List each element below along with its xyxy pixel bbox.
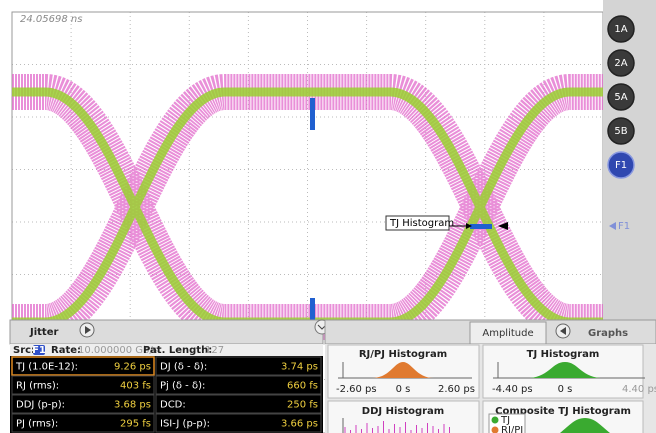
- measure-value: 3.74 ps: [281, 362, 318, 373]
- measure-value: 403 fs: [120, 381, 151, 392]
- cell: [155, 356, 322, 376]
- axis-label: 0 s: [396, 384, 411, 395]
- prev-icon: [560, 327, 566, 335]
- measure-label: DDJ (p-p):: [16, 400, 65, 411]
- channel-button[interactable]: [607, 15, 635, 43]
- cell: [155, 375, 322, 395]
- composite-shape: [560, 418, 610, 433]
- marker-label: F1: [618, 221, 630, 232]
- plot-title: Composite TJ Histogram: [495, 406, 631, 417]
- ddj-box[interactable]: [327, 400, 480, 433]
- axis-label: 2.60 ps: [438, 384, 475, 395]
- graphs-tab[interactable]: Graphs: [588, 328, 628, 339]
- cell: [11, 356, 155, 376]
- channel-label: 5B: [614, 126, 627, 137]
- src-label: Src:: [13, 345, 35, 356]
- tj-shape: [530, 362, 600, 378]
- plot-title: TJ Histogram: [527, 349, 600, 360]
- channel-button[interactable]: [607, 117, 635, 145]
- legend-dot: [491, 426, 499, 433]
- pattern: 127: [205, 345, 224, 356]
- arrow-head: [466, 223, 472, 229]
- measure-label: RJ (rms):: [16, 381, 59, 392]
- legend-label: TJ: [500, 415, 510, 426]
- marker-arrow: [609, 222, 616, 230]
- eye-diagram: [12, 74, 603, 340]
- measure-value: 3.66 ps: [281, 419, 318, 430]
- amplitude-tab[interactable]: Amplitude: [482, 328, 533, 339]
- plot-title: RJ/PJ Histogram: [359, 349, 447, 360]
- channel-label: 1A: [614, 24, 627, 35]
- src: F1: [32, 345, 46, 356]
- measure-value: 9.26 ps: [114, 362, 151, 373]
- measure-label: TJ (1.0E-12):: [15, 362, 78, 373]
- rate: 10.000000 Gb/s: [78, 345, 158, 356]
- measure-label: Pj (δ - δ):: [160, 381, 205, 392]
- channel-label: F1: [615, 160, 627, 171]
- timestamp: 24.05698 ns: [20, 14, 82, 25]
- axis-label: -2.60 ps: [336, 384, 377, 395]
- measure-label: PJ (rms):: [16, 419, 58, 430]
- src-badge: [33, 345, 45, 355]
- rate-label: Rate:: [51, 345, 81, 356]
- measure-label: ISI-J (p-p):: [160, 419, 210, 430]
- cell: [155, 413, 322, 433]
- channel-buttons: 1A 2A 5A 5B F1: [607, 15, 635, 179]
- ddj-shape: [342, 418, 450, 433]
- jitter-tab[interactable]: Jitter: [29, 327, 58, 338]
- src-bar: [10, 344, 323, 356]
- legend-label: RJ/PJ: [501, 425, 523, 433]
- axis-label: -4.40 ps: [492, 384, 533, 395]
- axis-label: 0 s: [558, 384, 573, 395]
- cell: [11, 375, 155, 395]
- channel-label: 5A: [614, 92, 627, 103]
- rjpj-shape: [372, 362, 434, 378]
- measure-label: DCD:: [160, 400, 186, 411]
- axis-label: 4.40 ps: [622, 384, 656, 395]
- cell: [11, 413, 155, 433]
- measure-value: 3.68 ps: [114, 400, 151, 411]
- legend-dot: [491, 416, 499, 424]
- cell: [11, 394, 155, 414]
- annotation-box: [385, 215, 450, 231]
- channel-label: 2A: [614, 58, 627, 69]
- measure-rows: TJ (1.0E-12): 9.26 ps DJ (δ - δ): 3.74 ps RJ…: [11, 356, 322, 433]
- annotation: TJ Histogram: [389, 218, 454, 229]
- plot-title: DDJ Histogram: [362, 406, 444, 417]
- measure-value: 250 fs: [287, 400, 318, 411]
- cell: [155, 394, 322, 414]
- play-icon: [85, 326, 91, 334]
- measure-value: 295 fs: [120, 419, 151, 430]
- channel-button[interactable]: [607, 151, 635, 179]
- pattern-label: Pat. Length:: [143, 345, 212, 356]
- marker-triangle: [498, 222, 508, 230]
- channel-button[interactable]: [607, 83, 635, 111]
- measure-label: DJ (δ - δ):: [160, 362, 207, 373]
- channel-button[interactable]: [607, 49, 635, 77]
- measure-value: 660 fs: [287, 381, 318, 392]
